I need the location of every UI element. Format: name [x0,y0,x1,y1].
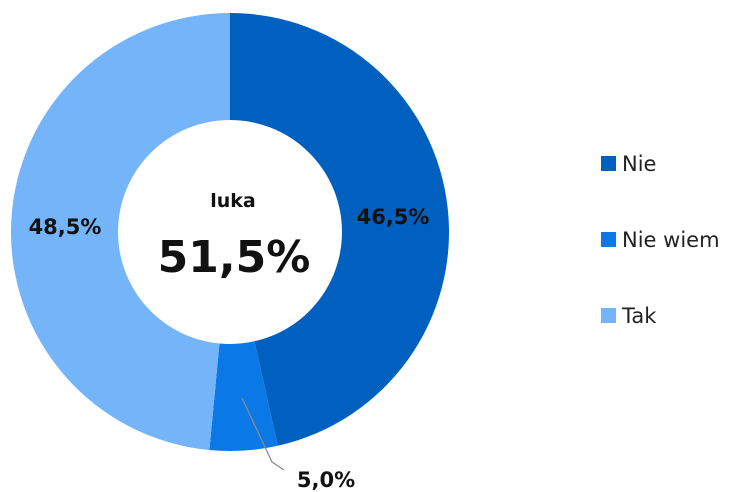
data-label-tak: 48,5% [29,215,102,239]
legend-swatch-tak [601,308,616,323]
center-title: luka [210,190,256,212]
data-label-nie: 46,5% [357,205,430,229]
slice-nie [230,13,449,446]
legend-swatch-nie-wiem [601,232,616,247]
donut-slices [11,13,449,451]
legend: Nie Nie wiem Tak [601,152,720,328]
data-labels: 46,5% 5,0% 48,5% [29,205,430,492]
legend-label-tak: Tak [621,304,657,328]
center-value: 51,5% [158,232,311,283]
legend-swatch-nie [601,156,616,171]
slice-tak [11,13,230,451]
slice-nie-wiem [209,341,278,451]
data-label-nie-wiem: 5,0% [297,468,355,492]
leader-line-nie-wiem-tail [271,461,285,471]
legend-label-nie: Nie [622,152,656,176]
legend-label-nie-wiem: Nie wiem [622,228,720,252]
leader-line-nie-wiem [241,397,273,463]
